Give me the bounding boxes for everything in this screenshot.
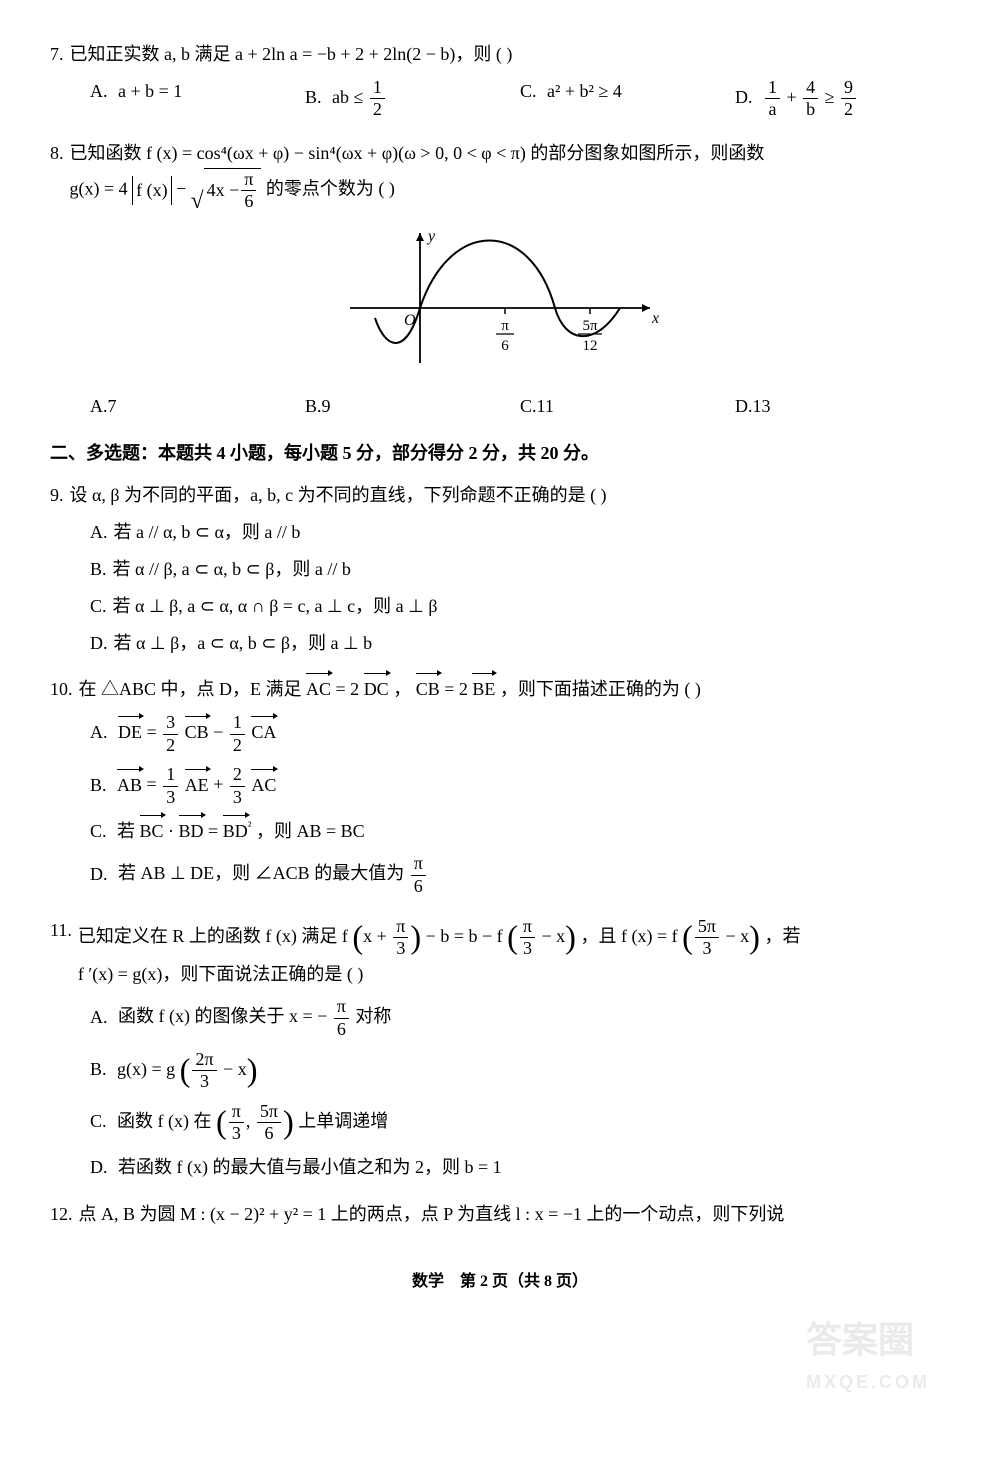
q11-options: A. 函数 f (x) 的图像关于 x = − π6 对称 B. g(x) = …	[50, 996, 950, 1181]
q7-body: 已知正实数 a, b 满足 a + 2ln a = −b + 2 + 2ln(2…	[70, 40, 951, 69]
q12-stem: 12. 点 A, B 为圆 M : (x − 2)² + y² = 1 上的两点…	[50, 1200, 950, 1229]
q7-opt-d: D. 1a + 4b ≥ 92	[735, 77, 950, 121]
q9-stem: 9. 设 α, β 为不同的平面，a, b, c 为不同的直线，下列命题不正确的…	[50, 481, 950, 510]
q8-graph-svg: y x O π 6 5π 12	[330, 223, 670, 373]
q8-opt-b: B.9	[305, 392, 520, 421]
q10-options: A. DE = 32 CB − 12 CA B. AB = 13 AE + 23…	[50, 712, 950, 897]
q7-opt-a: A. a + b = 1	[90, 77, 305, 121]
question-9: 9. 设 α, β 为不同的平面，a, b, c 为不同的直线，下列命题不正确的…	[50, 481, 950, 657]
q10-stem: 10. 在 △ABC 中，点 D，E 满足 AC = 2 DC ， CB = 2…	[50, 675, 950, 704]
q11-opt-c: C. 函数 f (x) 在 (π3, 5π6) 上单调递增	[90, 1101, 950, 1145]
q11-opt-a: A. 函数 f (x) 的图像关于 x = − π6 对称	[90, 996, 950, 1040]
q7-number: 7.	[50, 40, 64, 69]
q9-opt-a: A.若 a // α, b ⊂ α，则 a // b	[90, 518, 950, 547]
q11-opt-d: D. 若函数 f (x) 的最大值与最小值之和为 2，则 b = 1	[90, 1153, 950, 1182]
q8-opt-a: A.7	[90, 392, 305, 421]
watermark: 答案圈 MXQE.COM	[806, 1311, 930, 1397]
question-12: 12. 点 A, B 为圆 M : (x − 2)² + y² = 1 上的两点…	[50, 1200, 950, 1229]
q7-stem: 7. 已知正实数 a, b 满足 a + 2ln a = −b + 2 + 2l…	[50, 40, 950, 69]
q8-options: A.7 B.9 C.11 D.13	[50, 392, 950, 421]
q12-number: 12.	[50, 1200, 73, 1229]
svg-text:12: 12	[583, 338, 598, 354]
q9-opt-d: D.若 α ⊥ β，a ⊂ α, b ⊂ β，则 a ⊥ b	[90, 629, 950, 658]
question-10: 10. 在 △ABC 中，点 D，E 满足 AC = 2 DC ， CB = 2…	[50, 675, 950, 897]
svg-text:6: 6	[501, 338, 509, 354]
section-2-title: 二、多选题：本题共 4 小题，每小题 5 分，部分得分 2 分，共 20 分。	[50, 439, 950, 468]
q8-figure: y x O π 6 5π 12	[50, 223, 950, 382]
q8-stem: 8. 已知函数 f (x) = cos⁴(ωx + φ) − sin⁴(ωx +…	[50, 139, 950, 213]
q8-opt-c: C.11	[520, 392, 735, 421]
q9-opt-c: C.若 α ⊥ β, a ⊂ α, α ∩ β = c, a ⊥ c，则 a ⊥…	[90, 592, 950, 621]
q9-number: 9.	[50, 481, 64, 510]
q7-options: A. a + b = 1 B. ab ≤ 1 2 C. a² + b² ≥ 4 …	[50, 77, 950, 121]
q8-body: 已知函数 f (x) = cos⁴(ωx + φ) − sin⁴(ωx + φ)…	[70, 139, 951, 213]
svg-text:π: π	[501, 318, 509, 334]
q8-number: 8.	[50, 139, 64, 168]
q10-opt-d: D. 若 AB ⊥ DE，则 ∠ACB 的最大值为 π6	[90, 853, 950, 897]
question-7: 7. 已知正实数 a, b 满足 a + 2ln a = −b + 2 + 2l…	[50, 40, 950, 121]
q10-opt-b: B. AB = 13 AE + 23 AC	[90, 764, 950, 808]
q7-opt-b: B. ab ≤ 1 2	[305, 77, 520, 121]
page-footer: 数学 第 2 页（共 8 页）	[50, 1269, 950, 1295]
question-11: 11. 已知定义在 R 上的函数 f (x) 满足 f (x + π3) − b…	[50, 916, 950, 1182]
svg-text:5π: 5π	[582, 318, 598, 334]
question-8: 8. 已知函数 f (x) = cos⁴(ωx + φ) − sin⁴(ωx +…	[50, 139, 950, 421]
q11-opt-b: B. g(x) = g (2π3 − x)	[90, 1049, 950, 1093]
svg-text:x: x	[651, 310, 659, 327]
q7-opt-c: C. a² + b² ≥ 4	[520, 77, 735, 121]
q10-number: 10.	[50, 675, 73, 704]
svg-text:y: y	[426, 228, 436, 245]
q11-stem: 11. 已知定义在 R 上的函数 f (x) 满足 f (x + π3) − b…	[50, 916, 950, 989]
q10-opt-c: C. 若 BC · BD = BD² ，则 AB = BC	[90, 817, 950, 846]
q9-opt-b: B.若 α // β, a ⊂ α, b ⊂ β，则 a // b	[90, 555, 950, 584]
q10-opt-a: A. DE = 32 CB − 12 CA	[90, 712, 950, 756]
q8-opt-d: D.13	[735, 392, 950, 421]
q11-number: 11.	[50, 916, 72, 945]
q9-options: A.若 a // α, b ⊂ α，则 a // b B.若 α // β, a…	[50, 518, 950, 657]
